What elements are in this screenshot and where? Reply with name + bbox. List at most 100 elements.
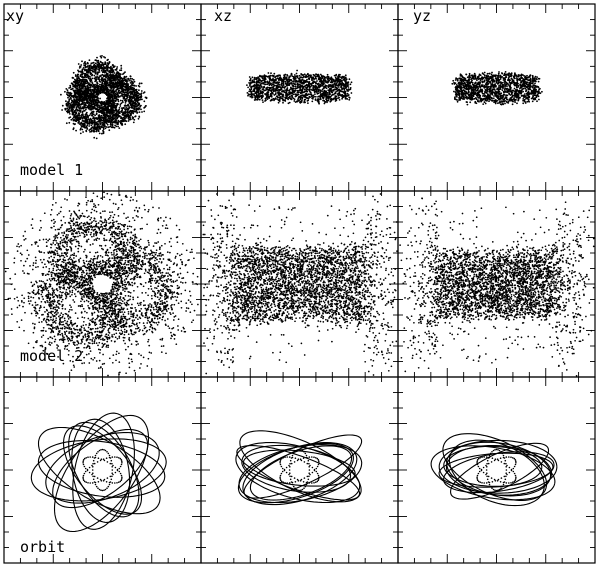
data-point [129, 92, 132, 94]
data-point [114, 121, 117, 124]
data-point [311, 100, 314, 103]
data-point [92, 102, 95, 105]
data-point [140, 82, 143, 85]
data-point [325, 76, 328, 78]
data-point [336, 89, 339, 92]
data-point [72, 111, 75, 113]
data-point [113, 106, 115, 109]
data-point [81, 113, 83, 116]
data-point [260, 94, 263, 97]
data-point [98, 132, 101, 135]
data-point [256, 94, 259, 97]
data-point [308, 82, 310, 84]
data-point [316, 86, 318, 89]
data-point [293, 90, 296, 93]
data-point [300, 92, 302, 95]
data-point [135, 90, 138, 93]
data-point [92, 127, 95, 130]
data-point [81, 60, 83, 63]
data-point [248, 88, 251, 91]
data-point [304, 88, 306, 91]
data-point [100, 89, 102, 92]
data-point [133, 118, 136, 121]
data-point [307, 72, 309, 75]
data-point [136, 100, 139, 102]
data-point [76, 77, 79, 80]
data-point [71, 83, 74, 86]
data-point [324, 100, 327, 103]
data-point [326, 96, 329, 99]
data-point [125, 97, 128, 100]
data-point [106, 109, 108, 112]
data-point [107, 99, 110, 102]
data-point [68, 107, 71, 110]
data-point [516, 102, 518, 105]
data-point [276, 85, 279, 88]
data-point [83, 124, 85, 127]
data-point [270, 90, 273, 93]
data-point [86, 87, 89, 90]
data-point [90, 124, 93, 127]
data-point [293, 100, 296, 102]
data-point [108, 119, 111, 122]
data-point [249, 90, 252, 93]
data-point [253, 87, 256, 89]
data-point [117, 96, 120, 98]
data-point [96, 84, 99, 87]
data-point [135, 88, 138, 91]
data-point [104, 67, 106, 69]
data-point [280, 82, 283, 85]
data-point [99, 60, 102, 63]
data-point [265, 83, 267, 86]
data-point [83, 63, 85, 65]
data-point [130, 105, 133, 108]
data-point [312, 87, 314, 90]
data-point [105, 117, 108, 119]
data-point [91, 82, 94, 85]
data-point [91, 108, 93, 111]
data-point [84, 62, 87, 65]
data-point [297, 86, 299, 88]
data-point [96, 73, 99, 76]
data-point [267, 88, 269, 91]
data-point [94, 77, 96, 80]
data-point [268, 84, 271, 87]
data-point [101, 55, 103, 57]
data-point [72, 95, 74, 97]
data-point [303, 73, 306, 76]
data-point [123, 105, 126, 107]
data-point [283, 78, 285, 81]
data-point [320, 81, 323, 84]
data-point [99, 116, 102, 118]
data-point [100, 119, 102, 122]
data-point [261, 96, 264, 99]
data-point [298, 74, 301, 77]
data-point [488, 100, 490, 103]
data-point [100, 67, 103, 70]
data-point [311, 81, 314, 84]
data-point [95, 113, 98, 116]
data-point [112, 98, 115, 100]
data-point [263, 74, 266, 76]
data-point [121, 85, 124, 88]
data-point [78, 84, 81, 86]
data-point [113, 104, 116, 106]
data-point [127, 105, 129, 107]
data-point [103, 85, 105, 88]
data-point [334, 100, 337, 102]
data-point [110, 91, 112, 94]
data-point [101, 62, 104, 64]
data-point [322, 75, 325, 77]
data-point [277, 101, 280, 104]
data-point [288, 83, 291, 85]
data-point [93, 105, 96, 108]
data-point [330, 100, 332, 102]
data-point [144, 105, 147, 107]
data-point [98, 64, 101, 66]
data-point [332, 93, 335, 96]
data-point [129, 99, 132, 101]
data-point [85, 100, 88, 102]
data-point [280, 88, 283, 91]
data-point [474, 91, 477, 94]
data-point [282, 76, 285, 79]
